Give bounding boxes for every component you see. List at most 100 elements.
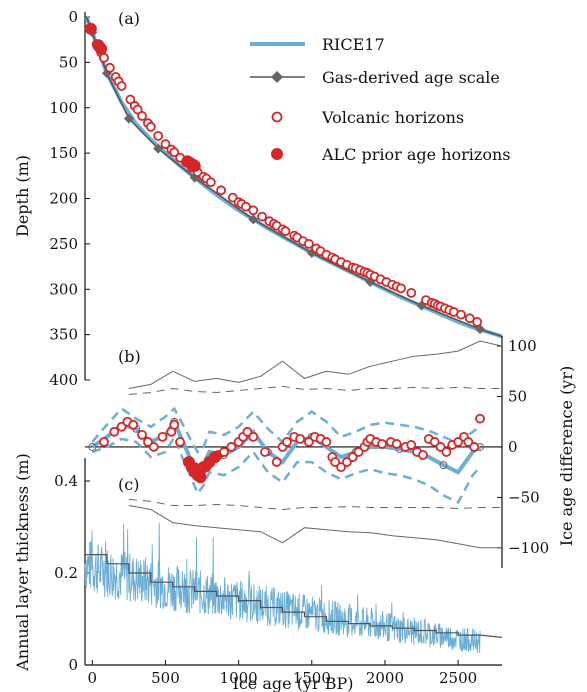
volcanic-horizon-point [132,104,143,115]
rice17-lower-bound [91,434,482,505]
panel-b-y-tick-label: −100 [508,539,549,557]
alc-prior-horizon-point [95,42,108,55]
panel-a-y-tick-label: 200 [49,190,78,208]
binned-mean-step-line [85,554,503,638]
panel-c-label: (c) [118,475,139,494]
panel-a-y-tick-label: 150 [49,144,78,162]
legend-volcanic-label: Volcanic horizons [321,108,464,127]
volcanic-horizon-point [157,431,168,442]
panel-a-y-ticks: 0 50 100 150 200 250 300 350 400 [49,8,90,389]
volcanic-horizon-point [153,130,164,141]
volcanic-horizon-point [321,437,332,447]
legend-rice17-label: RICE17 [322,35,385,54]
gas-age-tie-point [88,442,97,451]
volcanic-horizon-point [475,413,485,424]
legend-alc-label: ALC prior age horizons [321,145,511,164]
panel-b-plot-area [85,340,503,549]
volcanic-horizon-point [175,437,186,447]
volcanic-horizon-point [116,421,127,432]
volcanic-horizon-point [303,437,314,447]
volcanic-horizon-point [282,437,292,447]
panel-a-y-tick-label: 100 [49,99,78,117]
gas-age-diamond [123,113,134,124]
legend-volcanic-swatch [271,111,283,123]
volcanic-horizon-point [353,447,364,457]
alc-prior-horizon-point [194,471,207,484]
volcanic-horizon-point [342,457,352,467]
panel-b-y-tick-label: 0 [508,438,518,456]
panel-b: −100 −50 0 50 100 (b) Ice age difference (yr… [85,336,576,568]
panel-c-x-tick-label: 500 [151,669,180,687]
volcanic-horizon-point [248,205,259,216]
volcanic-horizon-point [99,52,109,63]
volcanic-horizon-point [169,419,180,430]
alc-prior-horizon-point [84,22,97,35]
volcanic-horizon-point [226,442,237,452]
volcanic-horizon-point [295,433,305,444]
rice17-line [84,16,503,339]
volcanic-horizon-point [116,81,127,91]
volcanic-horizon-point [242,426,253,437]
panel-b-y-axis-title: Ice age difference (yr) [557,366,576,546]
panel-b-y-tick-label: 50 [508,388,527,406]
volcanic-horizon-point [137,111,147,121]
volcanic-horizon-point [441,447,452,457]
volcanic-horizon-point [99,437,109,447]
volcanic-horizon-point [429,437,440,447]
panel-a-label: (a) [118,9,140,28]
volcanic-horizon-point [219,447,229,457]
volcanic-horizon-point [453,437,464,447]
alc-prior-horizon-point [188,159,201,172]
legend-gas-age-label: Gas-derived age scale [322,68,500,87]
volcanic-horizon-point [148,442,159,452]
panel-c-y-tick-label: 0.2 [54,564,78,582]
rice17-upper-bound [91,406,481,454]
volcanic-horizon-point [137,429,147,440]
panel-c-x-tick-label: 2500 [439,669,477,687]
panel-c-y-tick-label: 0 [68,656,78,674]
volcanic-horizon-point [456,309,466,320]
volcanic-horizon-point [128,419,139,430]
volcanic-horizon-point [347,452,358,462]
volcanic-horizon-point [280,226,291,237]
volcanic-horizon-point [472,317,483,327]
panel-a-y-tick-label: 250 [49,235,78,253]
volcanic-horizon-point [145,121,156,132]
volcanic-horizon-point [377,439,387,449]
panel-b-y-tick-label: −50 [508,488,540,506]
volcanic-horizon-point [109,426,120,437]
volcanic-horizon-point [260,447,270,457]
panel-a-legend: RICE17 Gas-derived age scale Volcanic ho… [250,35,511,164]
panel-b-label: (b) [118,347,141,366]
alc-prior-horizon-point [209,451,222,464]
volcanic-horizon-point [303,238,314,249]
panel-c-x-tick-label: 0 [88,669,98,687]
panel-a-y-axis-title: Depth (m) [13,155,32,237]
volcanic-horizon-point [216,185,226,196]
volcanic-horizon-point [418,450,428,460]
panel-c-x-ticks: 0 500 1000 1500 2000 2500 [88,660,477,687]
volcanic-horizon-point [406,287,417,298]
panel-a: 0 50 100 150 200 250 300 350 400 (a) Depth (m) R… [13,8,511,389]
gas-age-diamond [153,143,164,154]
panel-c-y-ticks: 0 0.2 0.4 [54,472,90,674]
gas-age-line [85,16,503,338]
volcanic-horizon-point [104,62,115,73]
panel-c-x-tick-label: 1500 [293,669,331,687]
volcanic-horizon-point [169,147,180,158]
annual-layer-thickness-line [84,522,481,654]
inner-envelope-lower [128,498,502,511]
legend-gas-age-swatch-diamond [271,71,283,83]
legend-alc-swatch [271,148,283,160]
gas-age-tie-point [439,461,448,470]
panel-c-x-tick-label: 2000 [366,669,404,687]
volcanic-horizon-point [257,211,267,222]
panel-c-x-tick-label: 1000 [220,669,258,687]
panel-c-y-axis-title: Annual layer thickness (m) [13,453,32,672]
panel-b-y-tick-label: 100 [508,337,537,355]
volcanic-horizon-point [336,462,346,473]
gas-age-diamond [248,214,259,225]
volcanic-horizon-point [160,139,171,149]
panel-c: 0 0.2 0.4 0 500 1000 1500 2000 2500 (c) Annual … [13,453,503,692]
